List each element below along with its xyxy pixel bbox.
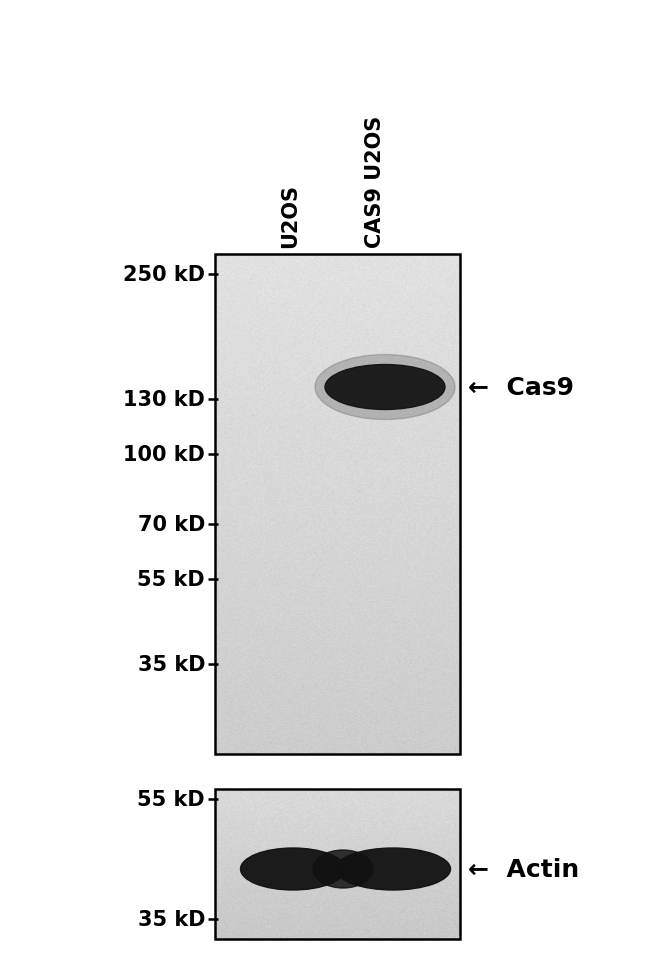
Text: 55 kD: 55 kD	[137, 789, 205, 809]
Text: ←  Cas9: ← Cas9	[468, 376, 574, 399]
Ellipse shape	[240, 848, 346, 891]
Text: U2OS: U2OS	[280, 184, 300, 248]
Bar	[215, 789, 460, 939]
Ellipse shape	[335, 848, 450, 891]
Bar	[215, 255, 460, 754]
Text: CAS9 U2OS: CAS9 U2OS	[365, 115, 385, 248]
Ellipse shape	[315, 355, 455, 421]
Text: 70 kD: 70 kD	[138, 515, 205, 535]
Text: ←  Actin: ← Actin	[468, 858, 579, 881]
Text: 100 kD: 100 kD	[123, 445, 205, 464]
Text: 250 kD: 250 kD	[123, 265, 205, 285]
Text: 55 kD: 55 kD	[137, 570, 205, 589]
Text: 35 kD: 35 kD	[138, 909, 205, 929]
Ellipse shape	[325, 365, 445, 410]
Ellipse shape	[313, 850, 373, 888]
Text: 35 kD: 35 kD	[138, 654, 205, 674]
Text: 130 kD: 130 kD	[123, 390, 205, 410]
